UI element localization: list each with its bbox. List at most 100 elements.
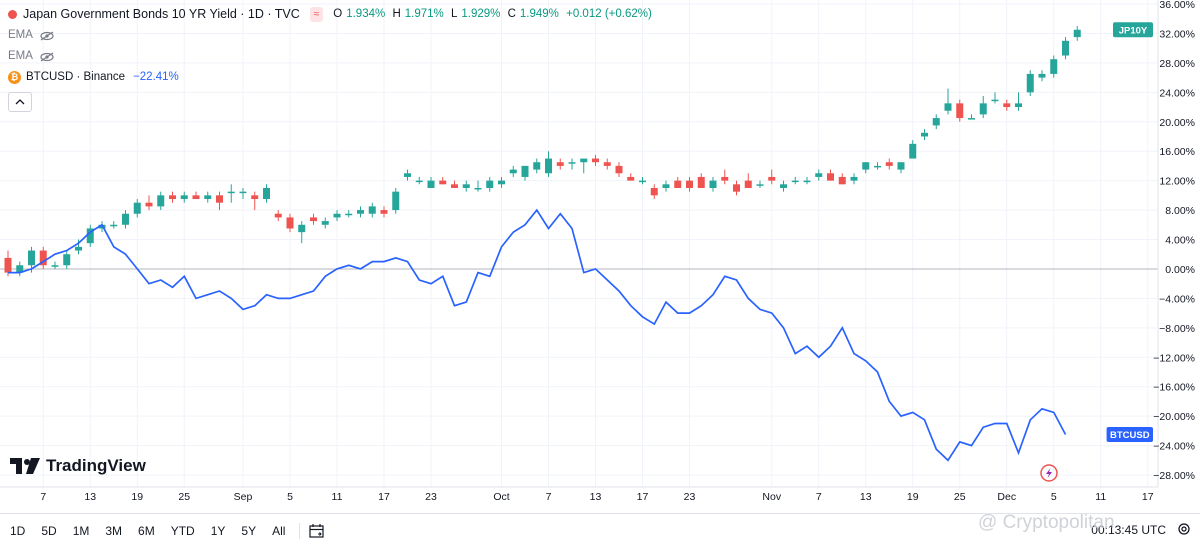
candle-body — [721, 176, 729, 181]
candle — [697, 173, 705, 188]
candle-body — [368, 206, 376, 214]
candle-body — [603, 162, 611, 166]
eye-hidden-icon[interactable] — [39, 52, 55, 62]
candle — [568, 158, 576, 170]
candle — [310, 213, 317, 225]
eye-hidden-icon[interactable] — [39, 31, 55, 41]
candle-body — [439, 180, 447, 185]
candle-body — [756, 184, 764, 186]
candle-body — [192, 195, 200, 200]
bitcoin-icon: ₿ — [8, 71, 21, 84]
candle — [345, 210, 353, 218]
time-axis[interactable]: 7 13 19 25 Sep 5 11 17 23 Oct 7 13 17 23 Nov 7 13 19 25 Dec… — [0, 486, 1158, 503]
settings-gear-icon[interactable] — [1176, 521, 1192, 537]
candle — [169, 191, 176, 203]
range-1y[interactable]: 1Y — [210, 524, 226, 538]
candle-body — [674, 180, 682, 188]
badge-jp10y: JP10Y — [1113, 22, 1153, 38]
candle-body — [169, 195, 176, 200]
y-tick-label: 32.00% — [1159, 28, 1195, 40]
candle — [744, 173, 752, 188]
candle — [216, 191, 223, 211]
candle — [580, 158, 588, 174]
y-tick-label: 12.00% — [1159, 176, 1195, 188]
price-chart[interactable]: 36.00% 32.00% 28.00% 24.00% 20.00% 16.00% 12.0… — [0, 0, 1200, 513]
market-closed-dot — [8, 10, 17, 19]
ema-row-1[interactable]: EMA — [8, 25, 656, 46]
y-tick-label: 4.00% — [1165, 235, 1195, 247]
candle-body — [310, 217, 317, 222]
candle-body — [474, 187, 482, 190]
range-6m[interactable]: 6M — [138, 524, 155, 538]
candle — [1073, 26, 1081, 41]
range-5d[interactable]: 5D — [41, 524, 57, 538]
candle-body — [63, 254, 71, 266]
range-3m[interactable]: 3M — [105, 524, 123, 538]
candle — [956, 99, 964, 122]
candle — [51, 261, 59, 269]
symbol-title[interactable]: Japan Government Bonds 10 YR Yield · 1D … — [23, 7, 300, 21]
x-tick-label: 13 — [590, 491, 602, 503]
candle-body — [98, 224, 106, 229]
candle-body — [404, 173, 411, 177]
candle-body — [627, 176, 635, 181]
candle-body — [251, 195, 259, 200]
ema-row-2[interactable]: EMA — [8, 46, 656, 67]
candle — [380, 206, 388, 218]
x-tick-label: 19 — [131, 491, 143, 503]
compare-value: −22.41% — [133, 71, 179, 83]
candle-body — [1050, 59, 1058, 74]
candle-body — [321, 221, 329, 225]
candle-body — [227, 191, 235, 194]
alert-icon[interactable] — [1040, 464, 1058, 482]
candle — [791, 176, 799, 185]
candle — [556, 158, 564, 170]
candle — [650, 184, 658, 200]
candle — [286, 213, 294, 233]
price-axis[interactable]: 36.00% 32.00% 28.00% 24.00% 20.00% 16.00% 12.0… — [1153, 0, 1195, 487]
candle — [533, 158, 541, 174]
candle — [768, 169, 776, 185]
candle-body — [239, 191, 247, 194]
candle — [827, 169, 834, 181]
calendar-range-icon[interactable] — [308, 523, 326, 539]
candle-body — [968, 118, 975, 120]
main-series-row[interactable]: Japan Government Bonds 10 YR Yield · 1D … — [8, 4, 656, 25]
candle — [474, 180, 482, 192]
x-tick-label: 25 — [954, 491, 966, 503]
candle-body — [28, 250, 35, 266]
candle — [944, 88, 952, 115]
x-tick-label: 17 — [637, 491, 649, 503]
compare-symbol[interactable]: BTCUSD · Binance — [26, 71, 126, 83]
candle — [721, 169, 729, 185]
utc-clock[interactable]: 00:13:45 UTC — [1091, 523, 1166, 537]
range-ytd[interactable]: YTD — [170, 524, 195, 538]
range-1d[interactable]: 1D — [10, 524, 26, 538]
candle-body — [979, 103, 987, 115]
x-tick-label: 13 — [860, 491, 872, 503]
x-tick-label: 5 — [287, 491, 293, 503]
range-1m[interactable]: 1M — [72, 524, 90, 538]
candle-body — [744, 180, 752, 188]
candle — [98, 221, 106, 233]
candle-body — [1073, 29, 1081, 38]
x-tick-label: 7 — [40, 491, 46, 503]
candle-body — [86, 228, 94, 244]
candle-body — [357, 210, 364, 214]
candle-body — [791, 180, 799, 183]
comparison-pill[interactable]: ≈ — [309, 7, 324, 22]
y-tick-label: −28.00% — [1153, 470, 1195, 482]
collapse-legend-button[interactable] — [8, 92, 32, 112]
compare-series-row[interactable]: ₿ BTCUSD · Binance −22.41% — [8, 67, 656, 88]
candle-body — [1015, 103, 1022, 108]
candle-body — [75, 246, 82, 251]
range-all[interactable]: All — [272, 524, 286, 538]
candle-body — [392, 191, 400, 211]
candle — [145, 195, 153, 211]
x-tick-label: Dec — [997, 491, 1016, 503]
high-value: 1.971% — [404, 8, 444, 20]
tradingview-logo[interactable]: TradingView — [10, 456, 146, 476]
x-tick-label: 17 — [1142, 491, 1154, 503]
range-5y[interactable]: 5Y — [241, 524, 257, 538]
chart-legend: Japan Government Bonds 10 YR Yield · 1D … — [8, 4, 656, 112]
